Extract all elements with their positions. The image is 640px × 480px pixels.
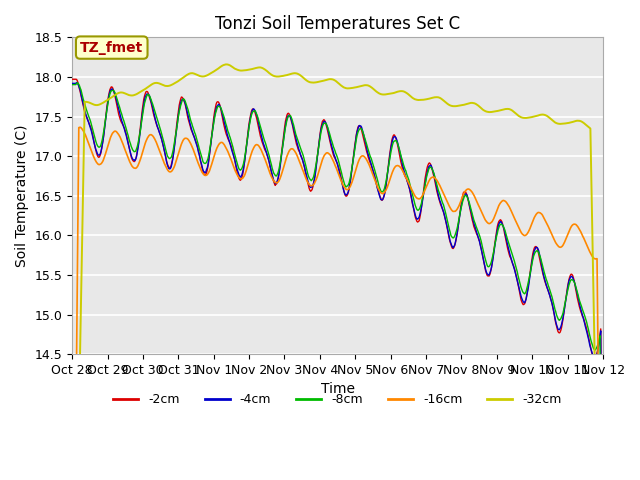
X-axis label: Time: Time xyxy=(321,383,355,396)
Text: TZ_fmet: TZ_fmet xyxy=(80,41,143,55)
Title: Tonzi Soil Temperatures Set C: Tonzi Soil Temperatures Set C xyxy=(215,15,460,33)
Legend: -2cm, -4cm, -8cm, -16cm, -32cm: -2cm, -4cm, -8cm, -16cm, -32cm xyxy=(108,388,567,411)
Y-axis label: Soil Temperature (C): Soil Temperature (C) xyxy=(15,124,29,267)
